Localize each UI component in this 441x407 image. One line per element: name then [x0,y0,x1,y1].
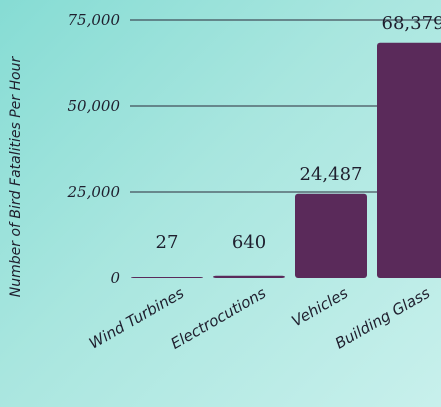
y-tick-label: 50,000 [68,97,121,115]
bar [295,193,367,278]
bar [377,42,441,278]
y-tick-label: 0 [110,269,120,287]
y-axis-title: Number of Bird Fatalities Per Hour [8,56,24,298]
y-tick-label: 75,000 [68,11,121,29]
y-tick-label: 25,000 [67,183,121,201]
bar [213,275,285,278]
bars [131,42,441,278]
data-label: 24,487 [300,164,363,185]
data-label: 68,379 [382,13,441,34]
x-tick-label: Vehicles [289,284,352,331]
data-label: 640 [232,232,266,253]
bar [131,277,203,278]
data-label: 27 [156,232,179,253]
